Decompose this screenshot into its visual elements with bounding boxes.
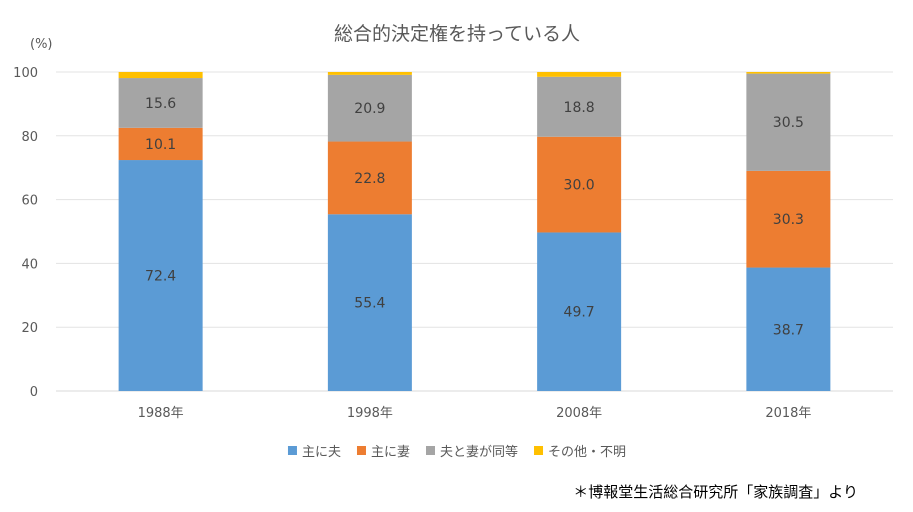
x-axis-categories: 1988年 1998年 2008年 2018年 [138,406,812,421]
y-tick-label: 100 [13,66,38,81]
data-label: 30.3 [773,212,804,228]
source-note: ＊博報堂生活総合研究所「家族調査」より [573,483,858,501]
y-tick-label: 20 [21,321,38,336]
bar-segment [537,136,622,233]
bar-segment [118,160,203,391]
y-tick-label: 80 [21,130,38,145]
data-label: 38.7 [773,322,804,338]
data-labels: 72.4 10.1 15.6 55.4 22.8 20.9 49.7 30.0 18.8 38.7… [145,96,804,338]
legend-swatch [426,446,435,455]
chart-title: 総合的決定権を持っている人 [334,23,580,45]
x-category-label: 2018年 [765,406,811,421]
legend-swatch [356,446,366,455]
bar-segment [118,72,203,79]
data-label: 22.8 [354,171,385,187]
y-tick-label: 0 [30,385,38,400]
y-axis-unit-label: (%) [30,37,53,52]
y-axis-ticks: 0 20 40 60 80 100 [13,66,38,400]
bar-segment [327,74,412,142]
bar-segment [537,232,622,391]
bar-segment [118,127,203,161]
bar-segment [746,267,831,391]
data-label: 10.1 [145,137,176,153]
bar-segment [746,73,831,171]
y-tick-label: 60 [21,194,38,209]
legend-swatch [534,446,544,455]
data-label: 30.0 [564,178,595,194]
legend-swatch [287,446,297,455]
data-label: 30.5 [773,115,804,131]
bar-segment [537,72,622,77]
data-label: 49.7 [564,305,595,321]
legend-label: 主に夫 [302,445,341,460]
data-label: 18.8 [564,100,595,116]
x-category-label: 1988年 [138,406,184,421]
bar-segment [746,170,831,268]
bar-segment [327,72,412,75]
bar-segment [746,72,831,74]
bar-segment [537,76,622,137]
data-label: 20.9 [354,101,385,117]
legend: 主に夫 主に妻 夫と妻が同等 その他・不明 [287,444,626,460]
data-label: 72.4 [145,269,176,285]
bars [118,72,831,391]
y-tick-label: 40 [21,257,38,272]
x-category-label: 1998年 [347,406,393,421]
legend-label: 主に妻 [371,445,410,460]
data-label: 15.6 [145,96,176,112]
bar-segment [118,78,203,128]
legend-label: 夫と妻が同等 [440,444,518,460]
legend-label: その他・不明 [548,445,626,460]
data-label: 55.4 [354,296,385,312]
x-category-label: 2008年 [556,406,602,421]
bar-segment [327,141,412,215]
bar-segment [327,214,412,391]
